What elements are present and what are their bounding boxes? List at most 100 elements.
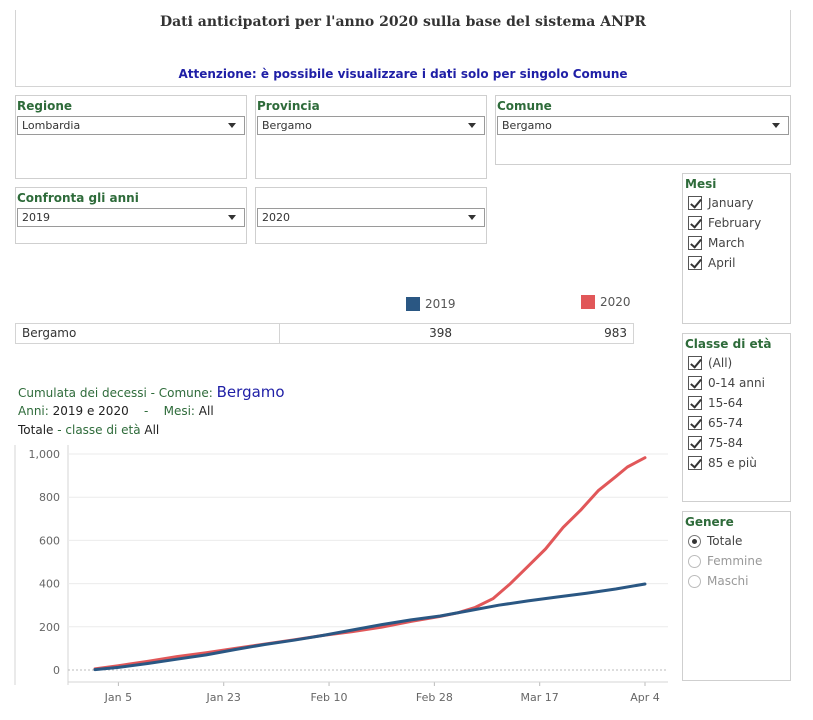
x-tick-label: Feb 28	[416, 691, 453, 704]
checkbox-checked-icon	[688, 376, 702, 390]
y-tick-label: 600	[39, 534, 60, 547]
desc-anni: 2019 e 2020	[52, 404, 129, 418]
legend-label-2020: 2020	[600, 295, 631, 309]
legend-2020[interactable]: 2020	[581, 295, 631, 309]
classe-option[interactable]: (All)	[688, 356, 732, 370]
legend-label-2019: 2019	[425, 297, 456, 311]
classe-option[interactable]: 85 e più	[688, 456, 757, 470]
desc-mesi: All	[198, 404, 214, 418]
provincia-filter: Provincia Bergamo	[255, 95, 487, 179]
chart-description-line3: Totale - classe di età All	[18, 423, 159, 437]
mesi-title: Mesi	[685, 177, 717, 191]
desc-comune-label: Comune:	[158, 386, 217, 400]
classe-option-label: 0-14 anni	[708, 376, 765, 390]
desc-mesi-label: Mesi:	[163, 404, 199, 418]
radio-unselected-icon	[688, 554, 701, 568]
mesi-option[interactable]: February	[688, 216, 761, 230]
year1-dropdown[interactable]: 2019	[17, 208, 245, 227]
mesi-option[interactable]: April	[688, 256, 735, 270]
legend-swatch-2020	[581, 295, 595, 309]
regione-filter: Regione Lombardia	[15, 95, 247, 179]
genere-option-label: Totale	[707, 534, 743, 548]
chart-description-line1: Cumulata dei decessi - Comune: Bergamo	[18, 383, 285, 401]
regione-dropdown[interactable]: Lombardia	[17, 116, 245, 135]
confronta-label: Confronta gli anni	[17, 191, 139, 205]
classe-option[interactable]: 0-14 anni	[688, 376, 765, 390]
y-tick-label: 200	[39, 621, 60, 634]
y-tick-label: 400	[39, 578, 60, 591]
desc-all: All	[144, 423, 160, 437]
checkbox-checked-icon	[688, 196, 702, 210]
checkbox-checked-icon	[688, 396, 702, 410]
confronta-filter: Confronta gli anni 2019	[15, 187, 247, 244]
summary-value-2020: 983	[604, 326, 627, 340]
checkbox-checked-icon	[688, 256, 702, 270]
mesi-option-label: April	[708, 256, 736, 270]
radio-unselected-icon	[688, 574, 701, 588]
classe-option[interactable]: 15-64	[688, 396, 743, 410]
mesi-option[interactable]: March	[688, 236, 745, 250]
x-tick-label: Apr 4	[630, 691, 660, 704]
desc-anni-label: Anni:	[18, 404, 53, 418]
genere-option-femmine[interactable]: Femmine	[688, 554, 762, 568]
mesi-option[interactable]: January	[688, 196, 754, 210]
cumulative-deaths-chart[interactable]: 0 200 400 600 800 1,000 Jan 5 Jan 23 Feb 10 Feb 2…	[0, 445, 680, 717]
legend-2019[interactable]: 2019	[406, 297, 456, 311]
year2-dropdown[interactable]: 2020	[257, 208, 485, 227]
mesi-option-label: January	[708, 196, 754, 210]
classe-option-label: 65-74	[708, 416, 743, 430]
summary-table-row: Bergamo 398 983	[15, 323, 634, 344]
classe-option-label: 85 e più	[708, 456, 757, 470]
desc-prefix: Cumulata dei decessi -	[18, 386, 159, 400]
genere-option-totale[interactable]: Totale	[688, 534, 742, 548]
genere-filter-panel: Genere Totale Femmine Maschi	[682, 511, 791, 681]
chart-description-line2: Anni: 2019 e 2020 - Mesi: All	[18, 404, 214, 418]
series-line-2020[interactable]	[93, 456, 647, 671]
year2-filter: 2020	[255, 187, 487, 244]
genere-option-maschi[interactable]: Maschi	[688, 574, 749, 588]
chevron-down-icon	[468, 123, 476, 128]
comune-dropdown[interactable]: Bergamo	[497, 116, 789, 135]
x-tick-label: Feb 10	[311, 691, 348, 704]
x-tick-label: Mar 17	[521, 691, 559, 704]
checkbox-checked-icon	[688, 416, 702, 430]
summary-comune: Bergamo	[16, 324, 280, 343]
genere-option-label: Maschi	[707, 574, 749, 588]
regione-label: Regione	[17, 99, 73, 113]
classe-title: Classe di età	[685, 337, 772, 351]
genere-title: Genere	[685, 515, 734, 529]
classe-option-label: 75-84	[708, 436, 743, 450]
regione-value: Lombardia	[22, 119, 81, 132]
checkbox-checked-icon	[688, 436, 702, 450]
comune-filter: Comune Bergamo	[495, 95, 791, 165]
comune-value: Bergamo	[502, 119, 552, 132]
chevron-down-icon	[468, 215, 476, 220]
checkbox-checked-icon	[688, 456, 702, 470]
mesi-option-label: February	[708, 216, 762, 230]
checkbox-checked-icon	[688, 356, 702, 370]
mesi-option-label: March	[708, 236, 745, 250]
legend-swatch-2019	[406, 297, 420, 311]
chevron-down-icon	[772, 123, 780, 128]
mesi-filter-panel: Mesi January February March April	[682, 173, 791, 324]
header-panel: Dati anticipatori per l'anno 2020 sulla …	[15, 10, 791, 87]
desc-sep: -	[143, 404, 149, 418]
radio-selected-icon	[688, 534, 701, 548]
classe-option[interactable]: 65-74	[688, 416, 743, 430]
provincia-dropdown[interactable]: Bergamo	[257, 116, 485, 135]
warning-note: Attenzione: è possibile visualizzare i d…	[178, 67, 628, 81]
checkbox-checked-icon	[688, 216, 702, 230]
page-title: Dati anticipatori per l'anno 2020 sulla …	[159, 14, 647, 30]
desc-classe: - classe di età	[53, 423, 145, 437]
comune-label: Comune	[497, 99, 552, 113]
series-line-2019[interactable]	[93, 582, 647, 672]
y-tick-label: 1,000	[29, 448, 61, 461]
genere-option-label: Femmine	[707, 554, 763, 568]
x-tick-label: Jan 5	[104, 691, 132, 704]
classe-option[interactable]: 75-84	[688, 436, 743, 450]
x-tick-label: Jan 23	[205, 691, 240, 704]
y-tick-label: 800	[39, 491, 60, 504]
chevron-down-icon	[228, 215, 236, 220]
provincia-value: Bergamo	[262, 119, 312, 132]
desc-totale: Totale	[18, 423, 54, 437]
